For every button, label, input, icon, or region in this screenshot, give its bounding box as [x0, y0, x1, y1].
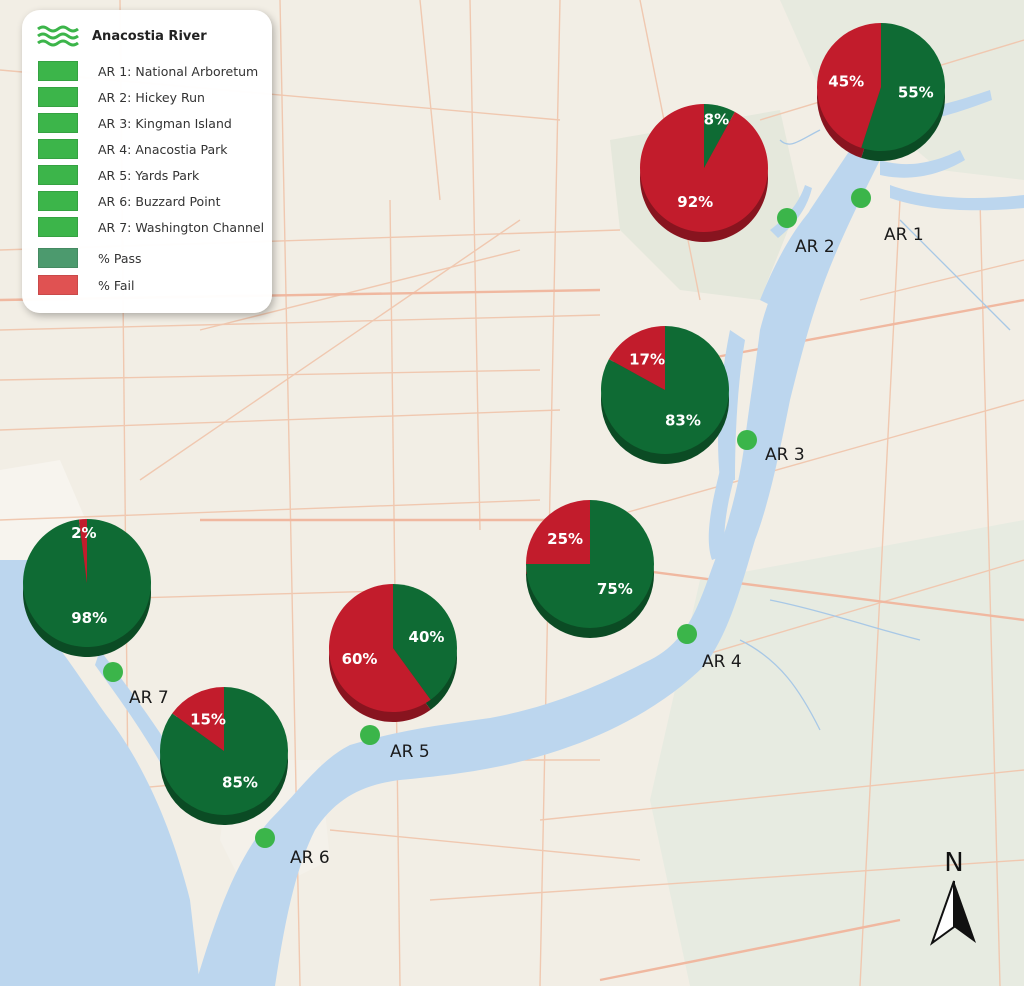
pie-slice-pass	[861, 23, 945, 151]
station-label-ar7: AR 7	[129, 688, 169, 708]
station-label-ar4: AR 4	[702, 652, 742, 672]
legend-item-ar5: AR 5: Yards Park	[38, 164, 199, 186]
pie-label-fail: 17%	[629, 351, 665, 369]
pie-label-fail: 45%	[828, 72, 864, 90]
legend-item-ar2: AR 2: Hickey Run	[38, 86, 205, 108]
pie-slice-pass	[22, 519, 151, 647]
legend-label: AR 6: Buzzard Point	[98, 193, 221, 209]
pie-slice-fail	[608, 326, 665, 390]
pie-label-fail: 60%	[342, 650, 378, 668]
legend-swatch	[38, 87, 78, 107]
legend-label: AR 3: Kingman Island	[98, 115, 232, 131]
station-marker-ar6	[255, 828, 275, 848]
legend-swatch	[38, 165, 78, 185]
legend-swatch	[38, 217, 78, 237]
pie-slice-fail	[78, 519, 87, 583]
station-label-ar5: AR 5	[390, 742, 430, 762]
north-arrow-icon: N	[929, 848, 976, 946]
pie-slice-pass	[159, 687, 288, 816]
pie-slice-fail	[329, 584, 431, 712]
legend-label: AR 2: Hickey Run	[98, 89, 205, 105]
pie-label-fail: 25%	[547, 530, 583, 548]
pie-label-pass: 8%	[704, 111, 729, 129]
station-markers	[103, 188, 871, 848]
station-marker-ar2	[777, 208, 797, 228]
legend-label: AR 4: Anacostia Park	[98, 141, 228, 157]
legend-item-ar7: AR 7: Washington Channel	[38, 216, 264, 238]
north-label: N	[944, 848, 963, 878]
legend-label: AR 5: Yards Park	[98, 167, 200, 183]
legend-swatch-pass	[38, 248, 78, 268]
pie-label-fail: 92%	[677, 193, 713, 211]
pie-label-pass: 83%	[665, 411, 701, 429]
pie-slice-pass	[704, 104, 735, 168]
legend-label-pass: % Pass	[98, 250, 142, 266]
pie-slice-pass	[393, 584, 458, 700]
pie-label-pass: 85%	[222, 773, 258, 791]
pie-slice-fail	[640, 104, 768, 233]
legend-swatch	[38, 113, 78, 133]
legend-title: Anacostia River	[92, 28, 207, 44]
legend-swatch	[38, 61, 78, 81]
station-marker-ar3	[737, 430, 757, 450]
map-legend: Anacostia River AR 1: National Arboretum…	[22, 10, 272, 313]
legend-item-pass: % Pass	[38, 247, 142, 269]
station-label-ar3: AR 3	[765, 445, 805, 465]
legend-item-ar6: AR 6: Buzzard Point	[38, 190, 221, 212]
pie-ar4: 75% 25%	[526, 500, 654, 638]
pie-ar2: 8% 92%	[640, 104, 768, 243]
station-marker-ar4	[677, 624, 697, 644]
station-label-ar6: AR 6	[290, 848, 330, 868]
legend-swatch	[38, 191, 78, 211]
legend-header: Anacostia River	[36, 24, 207, 48]
pie-charts: 55% 45% 8% 92% 83% 17% 75% 25% 40% 60% 85% 15% 98% 2%	[22, 23, 945, 826]
pie-label-fail: 15%	[190, 711, 226, 729]
pie-ar7: 98% 2%	[22, 519, 151, 657]
pie-label-pass: 75%	[597, 580, 633, 598]
pie-ar6: 85% 15%	[159, 687, 288, 826]
pie-ar1: 55% 45%	[817, 23, 945, 161]
pie-ar5: 40% 60%	[329, 584, 458, 722]
station-label-ar2: AR 2	[795, 237, 835, 257]
pie-label-pass: 98%	[71, 609, 107, 627]
pie-ar3: 83% 17%	[601, 326, 729, 465]
station-marker-ar5	[360, 725, 380, 745]
station-label-ar1: AR 1	[884, 225, 924, 245]
pie-slice-fail	[817, 23, 881, 148]
legend-item-ar4: AR 4: Anacostia Park	[38, 138, 228, 160]
legend-item-ar3: AR 3: Kingman Island	[38, 112, 232, 134]
legend-label: AR 7: Washington Channel	[98, 219, 265, 235]
legend-label-fail: % Fail	[98, 277, 135, 293]
pie-slice-fail	[172, 687, 224, 751]
station-marker-ar1	[851, 188, 871, 208]
legend-swatch-fail	[38, 275, 78, 295]
pie-label-fail: 2%	[71, 524, 96, 542]
legend-item-ar1: AR 1: National Arboretum	[38, 60, 258, 82]
north-arrow: N	[922, 845, 986, 955]
legend-label: AR 1: National Arboretum	[98, 63, 259, 79]
water-waves-icon	[37, 25, 79, 47]
station-marker-ar7	[103, 662, 123, 682]
pie-label-pass: 40%	[409, 628, 445, 646]
legend-swatch	[38, 139, 78, 159]
legend-item-fail: % Fail	[38, 274, 135, 296]
creeks	[739, 129, 1011, 731]
pie-slice-fail	[526, 500, 590, 564]
pie-label-pass: 55%	[898, 84, 934, 102]
